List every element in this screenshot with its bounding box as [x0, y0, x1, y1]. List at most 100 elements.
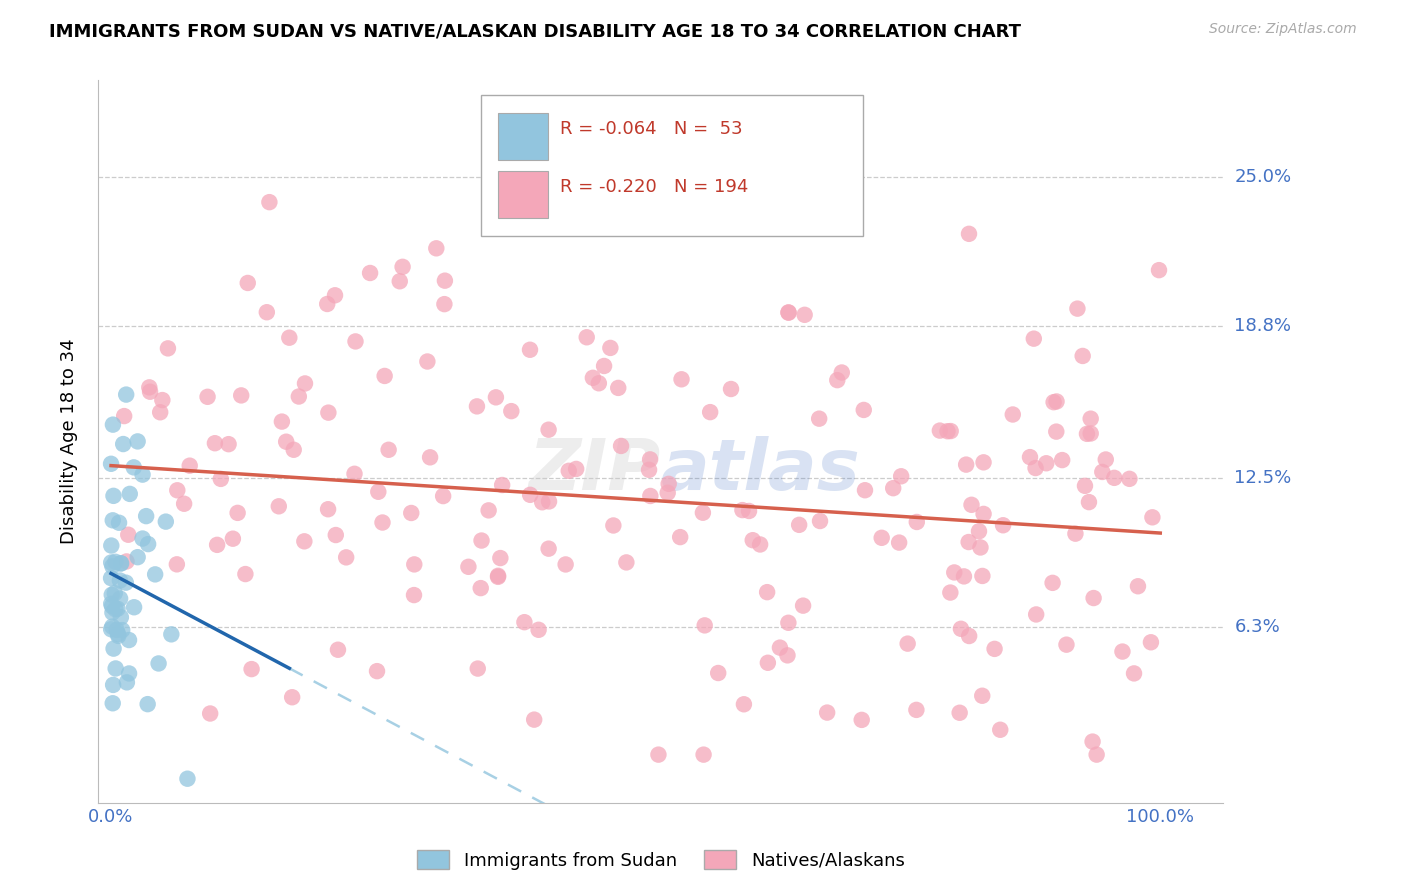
- Point: [359, 266, 381, 280]
- Point: [122, 460, 145, 475]
- Point: [582, 371, 605, 385]
- Point: [197, 390, 219, 404]
- Point: [1094, 452, 1116, 467]
- Point: [731, 503, 754, 517]
- Point: [104, 555, 127, 569]
- Point: [122, 600, 145, 615]
- Point: [523, 713, 546, 727]
- Point: [1025, 607, 1047, 622]
- Point: [391, 260, 413, 274]
- Point: [1066, 301, 1088, 316]
- Point: [599, 341, 621, 355]
- Point: [870, 531, 893, 545]
- Point: [953, 569, 976, 583]
- Point: [1050, 453, 1073, 467]
- Point: [101, 696, 124, 710]
- Point: [973, 455, 995, 469]
- Point: [1142, 510, 1164, 524]
- Point: [692, 747, 714, 762]
- Point: [657, 485, 679, 500]
- Point: [1147, 263, 1170, 277]
- Point: [218, 437, 240, 451]
- Point: [388, 274, 411, 288]
- Point: [205, 538, 228, 552]
- Point: [278, 331, 301, 345]
- Point: [1064, 526, 1087, 541]
- Point: [256, 305, 278, 319]
- Point: [1025, 461, 1047, 475]
- Text: Source: ZipAtlas.com: Source: ZipAtlas.com: [1209, 22, 1357, 37]
- Legend: Immigrants from Sudan, Natives/Alaskans: Immigrants from Sudan, Natives/Alaskans: [409, 843, 912, 877]
- FancyBboxPatch shape: [481, 95, 863, 235]
- Point: [519, 488, 541, 502]
- Point: [416, 354, 439, 368]
- Point: [485, 390, 508, 404]
- Point: [127, 434, 149, 449]
- Point: [565, 462, 588, 476]
- Point: [115, 387, 138, 401]
- Point: [720, 382, 742, 396]
- Point: [741, 533, 763, 548]
- Point: [101, 606, 124, 620]
- Point: [973, 507, 995, 521]
- Point: [988, 723, 1011, 737]
- Point: [943, 566, 966, 580]
- Point: [371, 516, 394, 530]
- Point: [112, 409, 135, 423]
- Point: [104, 602, 127, 616]
- Point: [699, 405, 721, 419]
- Point: [115, 554, 138, 568]
- Point: [792, 599, 814, 613]
- Point: [176, 772, 198, 786]
- Point: [537, 423, 560, 437]
- Point: [851, 713, 873, 727]
- Point: [470, 581, 492, 595]
- Point: [198, 706, 221, 721]
- Point: [419, 450, 441, 465]
- Point: [103, 489, 125, 503]
- Point: [107, 601, 129, 615]
- Text: 25.0%: 25.0%: [1234, 168, 1292, 186]
- Point: [150, 393, 173, 408]
- Point: [103, 641, 125, 656]
- Point: [1045, 394, 1067, 409]
- Point: [100, 556, 122, 570]
- Point: [960, 498, 983, 512]
- Point: [344, 334, 367, 349]
- Point: [852, 403, 875, 417]
- Point: [593, 359, 616, 373]
- Point: [259, 195, 281, 210]
- Point: [967, 524, 990, 539]
- Point: [235, 567, 257, 582]
- Point: [1123, 666, 1146, 681]
- Point: [104, 661, 127, 675]
- Point: [100, 539, 122, 553]
- Point: [470, 533, 492, 548]
- Point: [486, 569, 509, 583]
- Point: [294, 376, 316, 391]
- Point: [575, 330, 598, 344]
- Point: [131, 532, 153, 546]
- Point: [107, 629, 129, 643]
- Point: [1076, 426, 1098, 441]
- Point: [733, 698, 755, 712]
- Text: R = -0.220   N = 194: R = -0.220 N = 194: [560, 178, 748, 196]
- Point: [108, 574, 131, 588]
- Point: [276, 434, 298, 449]
- Point: [335, 550, 357, 565]
- Point: [640, 489, 662, 503]
- Point: [1140, 635, 1163, 649]
- Point: [671, 372, 693, 386]
- Point: [558, 464, 581, 478]
- Point: [107, 627, 129, 641]
- Point: [1035, 456, 1057, 470]
- Point: [240, 662, 263, 676]
- Point: [1042, 395, 1064, 409]
- Point: [1001, 408, 1024, 422]
- Point: [111, 623, 134, 637]
- Point: [1045, 425, 1067, 439]
- Point: [1071, 349, 1094, 363]
- Point: [156, 342, 179, 356]
- Point: [204, 436, 226, 450]
- Point: [115, 575, 138, 590]
